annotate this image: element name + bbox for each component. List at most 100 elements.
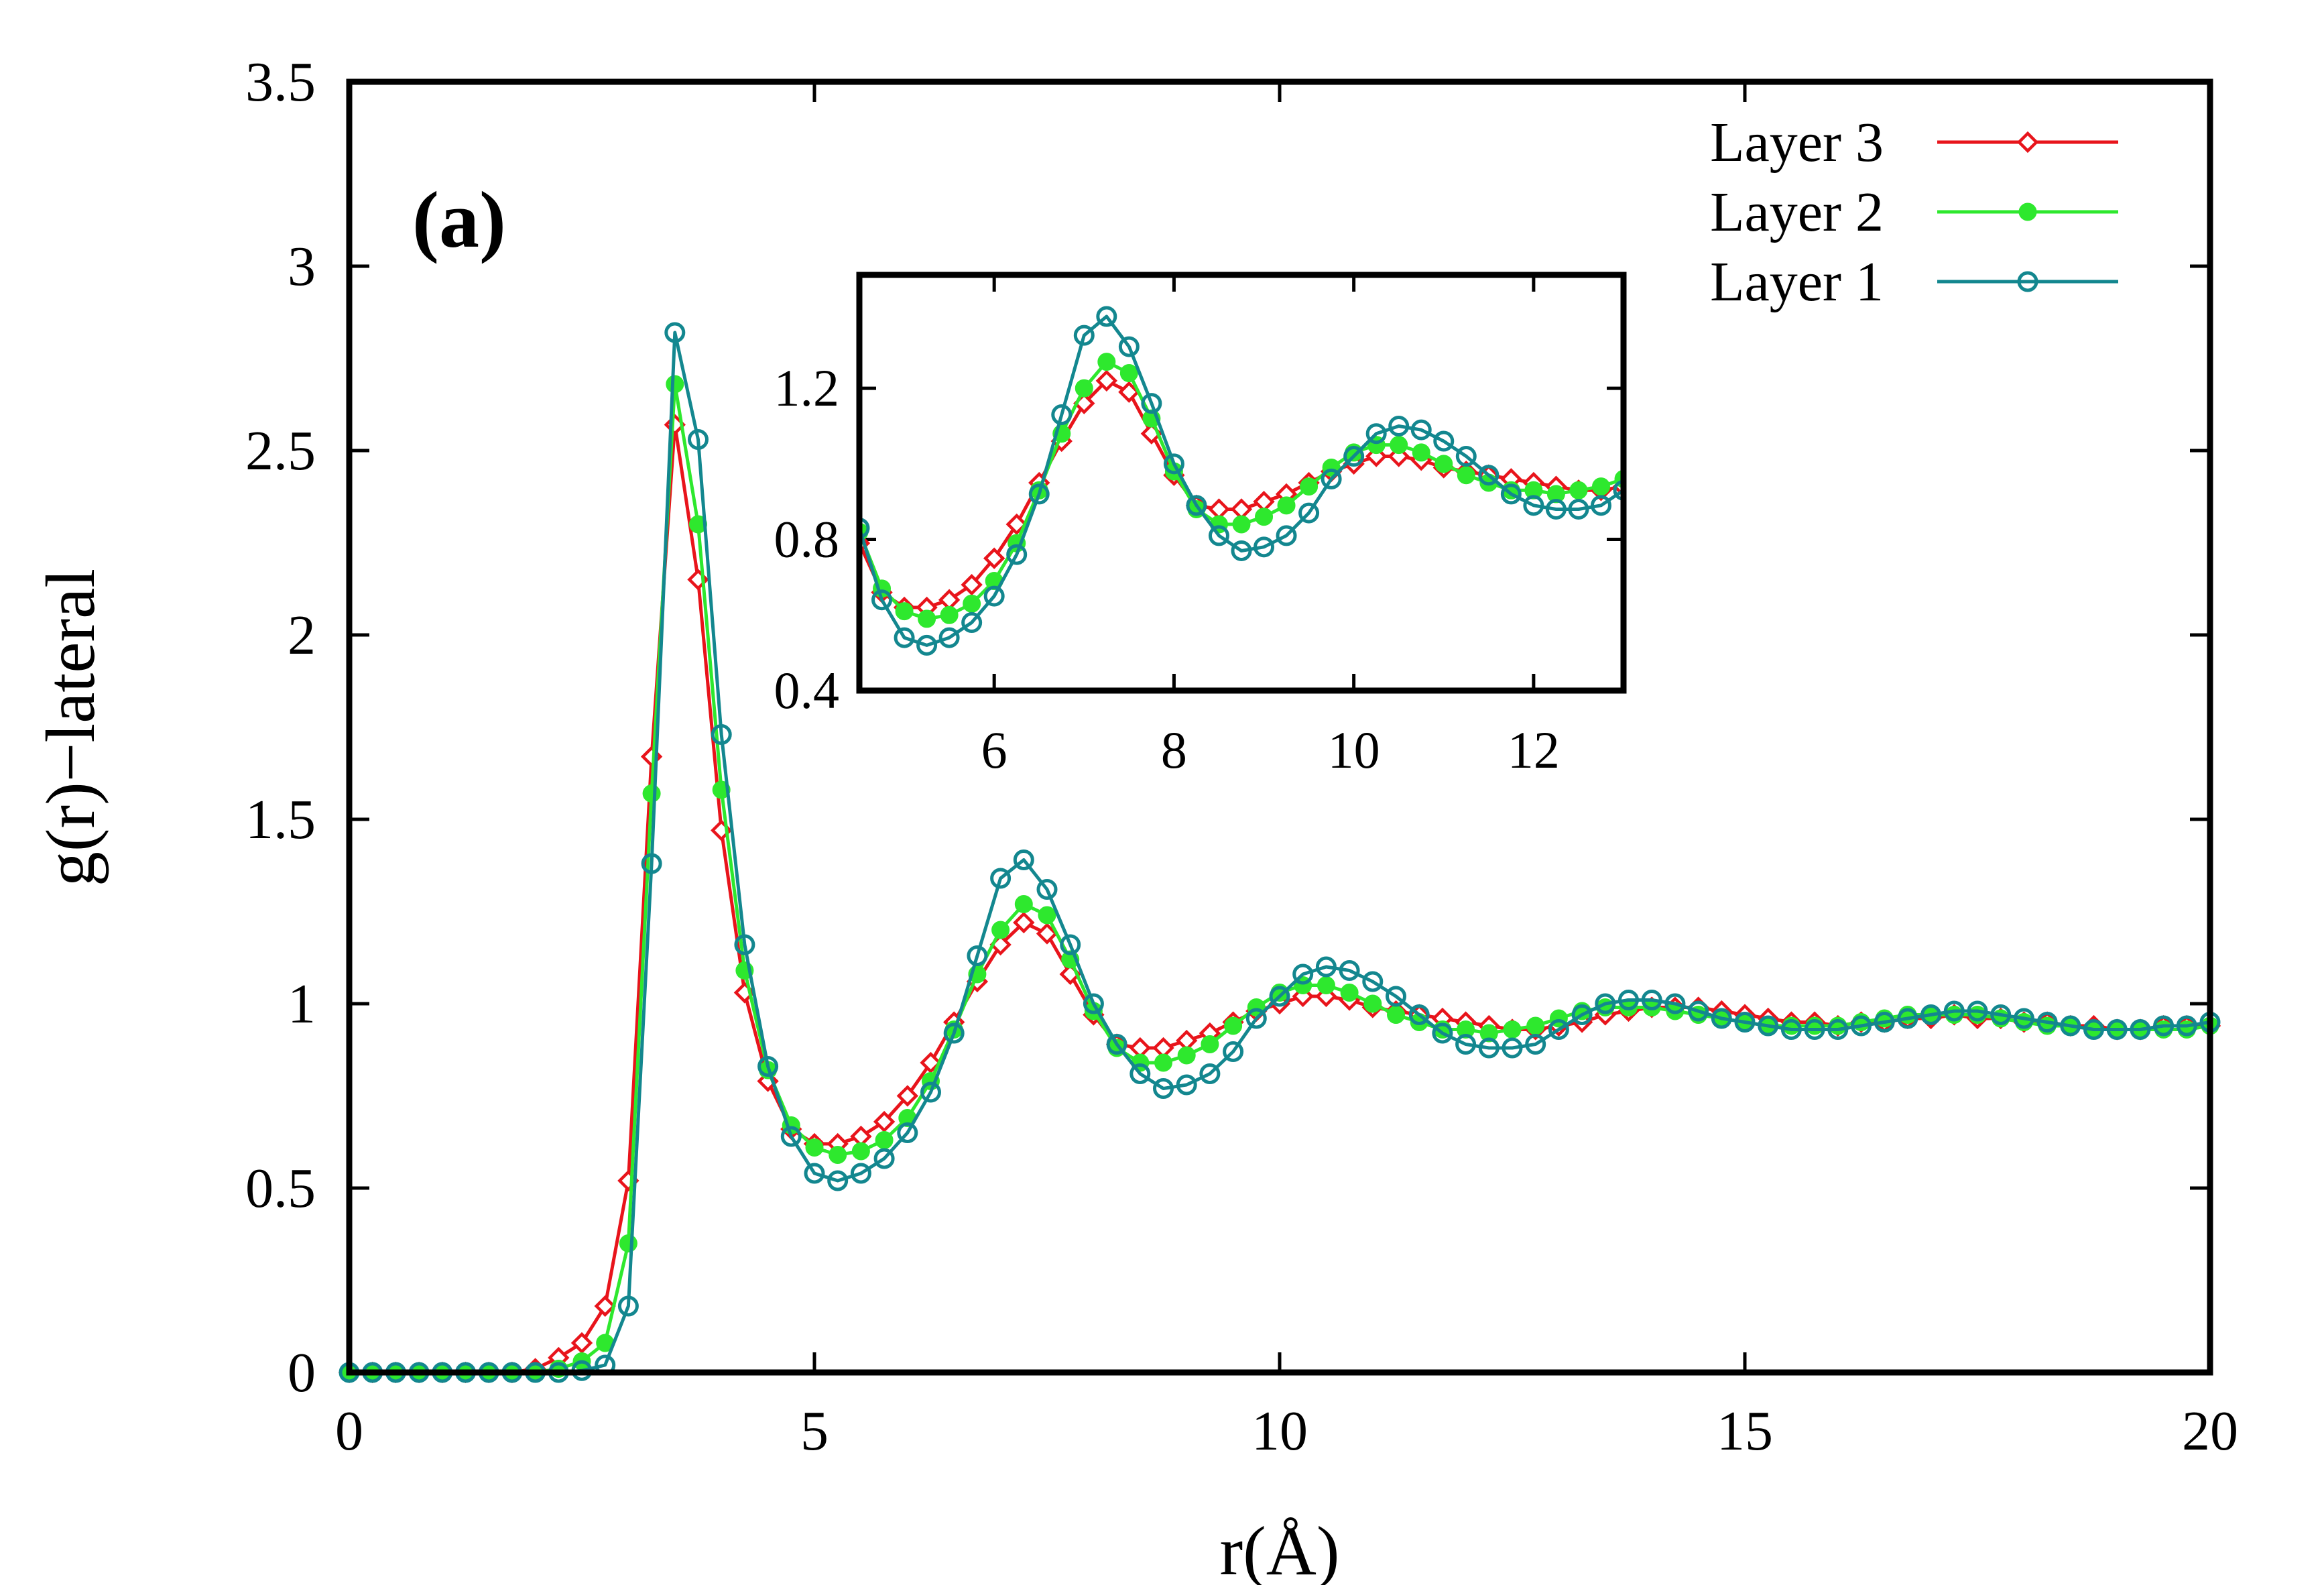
data-point (1571, 1004, 1593, 1025)
data-point (664, 322, 686, 343)
data-point (1503, 1020, 1522, 1039)
inset-data-point (1075, 379, 1093, 398)
inset-plot-frame (856, 272, 1627, 694)
data-point (1106, 1034, 1127, 1055)
inset-data-point (1457, 466, 1475, 485)
data-point (1478, 1037, 1500, 1059)
inset-data-point (1095, 369, 1118, 392)
y-tick-label: 2.5 (245, 420, 316, 482)
data-point (1525, 1034, 1546, 1055)
data-point (1804, 1019, 1825, 1040)
main-x-tick-labels: 0 5 10 15 20 (335, 1400, 2238, 1462)
inset-data-point (1410, 419, 1432, 441)
data-point (1851, 1015, 1872, 1037)
data-point (1408, 1004, 1430, 1025)
data-point (805, 1138, 824, 1157)
inset-data-point (938, 627, 960, 648)
inset-data-point (1186, 495, 1207, 516)
data-point (875, 1131, 894, 1149)
inset-data-point (1097, 353, 1116, 371)
inset-data-point (983, 585, 1005, 607)
inset-data-point (895, 602, 914, 621)
main-plot-frame (346, 78, 2213, 1376)
data-point (1362, 971, 1384, 992)
data-point (666, 375, 684, 394)
inset-y-tick-label: 0.4 (774, 661, 840, 719)
data-point (1363, 994, 1382, 1013)
data-point (711, 724, 732, 745)
inset-x-tick-label: 6 (981, 721, 1007, 779)
legend-marker-layer-3 (2016, 131, 2039, 154)
data-point (1967, 1000, 1988, 1022)
inset-data-point (1591, 477, 1610, 496)
x-tick-label: 20 (2182, 1400, 2238, 1462)
inset-data-point (1253, 536, 1275, 558)
data-point (990, 868, 1012, 889)
inset-data-point (1524, 481, 1543, 500)
inset-plot-series (859, 306, 1624, 656)
inset-data-point (1300, 477, 1319, 496)
inset-data-point (1119, 364, 1138, 383)
inset-data-point (1232, 515, 1251, 534)
y-tick-label: 0.5 (245, 1157, 316, 1220)
data-point (1688, 1000, 1709, 1022)
y-tick-label: 1.5 (245, 788, 316, 851)
data-point (2036, 1012, 2058, 1033)
legend-marker-layer-2 (2018, 202, 2037, 221)
data-point (851, 1142, 870, 1161)
inset-data-point (961, 612, 983, 634)
inset-x-tick-label: 10 (1328, 721, 1380, 779)
data-point (1526, 1016, 1545, 1035)
inset-x-tick-label: 8 (1161, 721, 1187, 779)
data-point (1199, 1063, 1221, 1084)
legend-label-layer-1: Layer 1 (1710, 251, 1884, 313)
data-point (1502, 1037, 1523, 1059)
data-point (642, 784, 661, 803)
data-point (1269, 986, 1290, 1007)
data-point (1038, 906, 1056, 925)
data-point (2013, 1008, 2034, 1029)
inset-data-point (1545, 498, 1567, 520)
x-tick-label: 10 (1251, 1400, 1308, 1462)
y-tick-label: 1 (288, 973, 316, 1035)
data-point (920, 1051, 942, 1074)
data-point (991, 921, 1010, 939)
data-point (1340, 984, 1359, 1002)
data-point (920, 1081, 941, 1103)
inset-x-tick-labels: 6 8 10 12 (981, 721, 1560, 779)
data-point (1013, 911, 1035, 934)
inset-data-point (1051, 404, 1073, 426)
legend: Layer 3 Layer 2 Layer 1 (1710, 111, 2118, 313)
inset-data-point (1569, 481, 1588, 500)
data-point (1177, 1046, 1196, 1065)
inset-data-point (1388, 415, 1410, 436)
inset-series-line-layer-1 (859, 314, 1624, 647)
data-point (1432, 1022, 1453, 1044)
data-point (1083, 993, 1104, 1014)
data-point (1386, 986, 1406, 1007)
inset-data-point (963, 594, 981, 613)
data-point (1758, 1015, 1779, 1037)
inset-data-point (1118, 336, 1140, 357)
inset-data-point (1590, 495, 1611, 516)
data-point (1618, 990, 1639, 1010)
data-point (2060, 1015, 2081, 1037)
inset-data-point (1141, 393, 1162, 414)
data-point (641, 853, 662, 874)
data-point (780, 1126, 802, 1147)
data-point (594, 1295, 616, 1317)
inset-data-point (1523, 495, 1544, 516)
inset-data-point (859, 518, 870, 539)
data-point (1245, 1008, 1267, 1029)
inset-data-point (1546, 485, 1565, 504)
data-point (1387, 1006, 1405, 1024)
data-point (1780, 1019, 1802, 1040)
data-point (570, 1332, 593, 1354)
y-tick-label: 0 (288, 1342, 316, 1404)
inset-data-point (1500, 483, 1522, 505)
inset-data-point (1255, 508, 1274, 526)
data-point (873, 1110, 896, 1133)
inset-x-tick-label: 12 (1508, 721, 1560, 779)
data-point (1036, 923, 1058, 945)
